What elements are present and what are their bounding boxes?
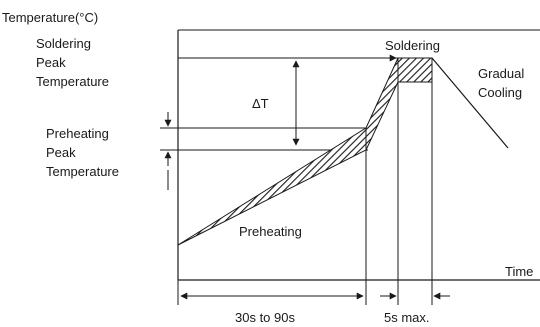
- preheating-peak-label-1: Preheating: [46, 126, 109, 141]
- cooling-line: [431, 57, 509, 149]
- gradual-cooling-label-2: Cooling: [478, 85, 522, 100]
- soldering-peak-label-3: Temperature: [36, 74, 109, 89]
- gradual-cooling-label-1: Gradual: [478, 66, 524, 81]
- delta-t-label: ΔT: [252, 96, 269, 111]
- soldering-peak-label-2: Peak: [36, 55, 66, 70]
- preheat-duration-label: 30s to 90s: [235, 310, 295, 325]
- solder-duration-label: 5s max.: [384, 310, 430, 325]
- soldering-peak-label-1: Soldering: [36, 36, 91, 51]
- preheating-zone-label: Preheating: [239, 224, 302, 239]
- preheating-peak-label-3: Temperature: [46, 164, 119, 179]
- soldering-ramp-band: [365, 57, 399, 151]
- y-axis-label: Temperature(°C): [2, 10, 98, 25]
- soldering-zone-label: Soldering: [385, 38, 440, 53]
- soldering-peak-band: [397, 57, 433, 83]
- preheating-peak-label-2: Peak: [46, 145, 76, 160]
- x-axis-label: Time: [505, 264, 533, 279]
